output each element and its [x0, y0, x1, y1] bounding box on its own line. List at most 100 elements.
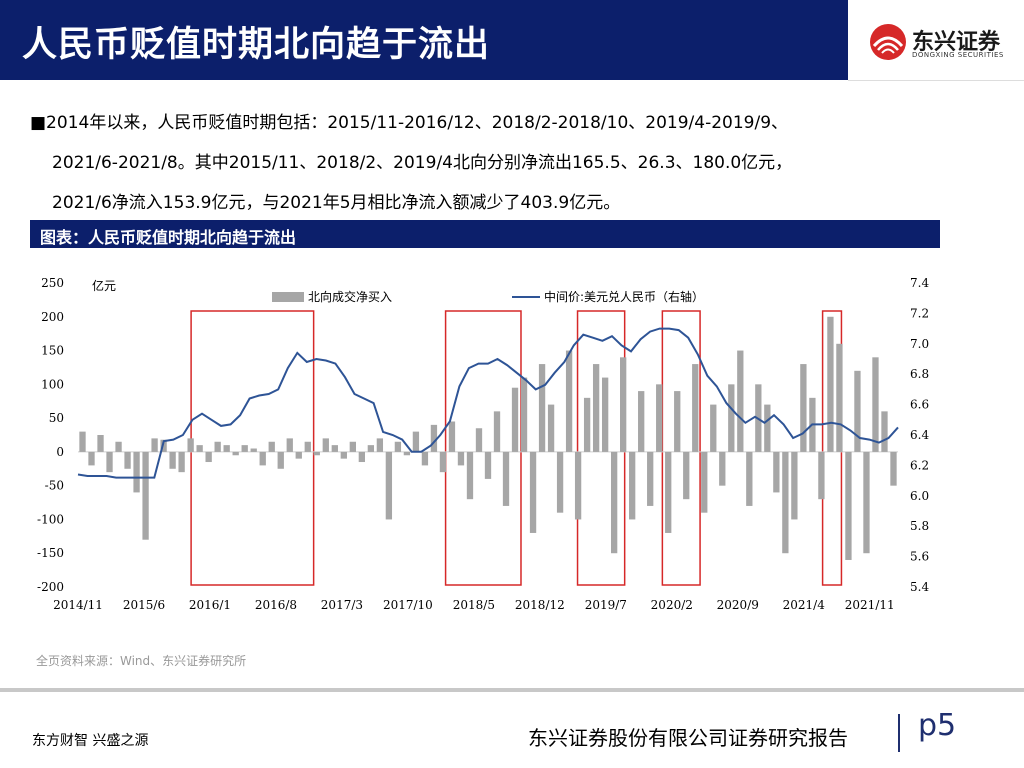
footer-company: 东兴证券股份有限公司证券研究报告 [528, 726, 848, 750]
y-right-tick-label: 7.4 [910, 276, 929, 290]
bar [800, 364, 807, 452]
bar [376, 438, 384, 452]
bar [836, 343, 843, 452]
bar [601, 377, 609, 452]
bar [412, 431, 420, 452]
bar [466, 451, 474, 500]
legend-bar-label: 北向成交净买入 [308, 289, 392, 304]
logo-subtext: DONGXING SECURITIES [912, 51, 1004, 59]
bar [665, 451, 672, 533]
bar [124, 451, 131, 469]
bar [647, 451, 654, 506]
bar [133, 451, 140, 493]
bar [268, 441, 275, 452]
y-left-tick-label: 250 [41, 276, 64, 290]
x-tick-label: 2020/9 [717, 598, 759, 612]
x-tick-label: 2019/7 [585, 598, 627, 612]
x-tick-label: 2015/6 [123, 598, 165, 612]
bar [520, 377, 528, 452]
bar [340, 451, 347, 459]
bar [205, 451, 212, 463]
bar [367, 445, 375, 452]
y-right-tick-label: 7.0 [910, 337, 929, 351]
bar [845, 451, 852, 560]
legend-line-label: 中间价:美元兑人民币（右轴） [544, 289, 704, 304]
bar [196, 445, 203, 452]
bar [349, 441, 356, 452]
bar [448, 421, 456, 452]
footer-separator [898, 714, 900, 752]
y-right-tick-label: 6.8 [910, 367, 929, 381]
bar [547, 404, 555, 452]
bar [538, 364, 546, 452]
bar [241, 445, 248, 452]
x-tick-label: 2016/1 [189, 598, 231, 612]
bar [818, 451, 825, 500]
bar [511, 387, 519, 452]
x-tick-label: 2021/11 [845, 598, 895, 612]
y-right-tick-label: 7.2 [910, 306, 929, 320]
y-right-tick-label: 6.2 [910, 458, 929, 472]
series-line-usdcny [77, 327, 899, 479]
bar [701, 451, 708, 513]
bar [313, 451, 320, 456]
bar [232, 451, 239, 456]
page-number: p5 [918, 708, 957, 743]
y-right-tick-label: 5.8 [910, 519, 929, 533]
highlight-period-box [661, 310, 701, 586]
y-left-tick-label: -100 [37, 512, 64, 526]
bar [259, 451, 266, 466]
bar [863, 451, 870, 554]
bar [872, 357, 879, 452]
footer-divider [0, 688, 1024, 692]
bar [827, 316, 834, 452]
source-note: 全页资料来源：Wind、东兴证券研究所 [36, 654, 247, 668]
bar [223, 445, 230, 452]
bar [737, 350, 744, 452]
bar [142, 451, 149, 540]
chart-title-bar [30, 220, 940, 248]
bar [674, 391, 681, 452]
bar [106, 451, 113, 473]
bar [331, 445, 338, 452]
bar [881, 411, 888, 452]
y-right-tick-label: 6.6 [910, 398, 929, 412]
bar [295, 451, 302, 459]
bar [421, 451, 429, 466]
title-bar [0, 0, 848, 80]
bar [611, 451, 618, 554]
x-tick-label: 2021/4 [783, 598, 826, 612]
y-left-tick-label: -200 [37, 580, 64, 594]
bar [439, 451, 447, 473]
bar [565, 350, 573, 452]
legend-bar-swatch [272, 292, 304, 302]
bar [746, 451, 753, 506]
left-axis-unit: 亿元 [92, 278, 116, 293]
chart-title: 图表：人民币贬值时期北向趋于流出 [40, 228, 297, 247]
bar [556, 451, 564, 513]
bar [728, 384, 735, 452]
bar [484, 451, 492, 479]
x-tick-label: 2014/11 [53, 598, 103, 612]
bar [791, 451, 798, 520]
body-line-2: 2021/6-2021/8。其中2015/11、2018/2、2019/4北向分… [52, 153, 793, 173]
logo-text: 东兴证券 [912, 30, 1001, 55]
bar [385, 451, 393, 520]
bar [854, 370, 861, 452]
x-tick-label: 2020/2 [651, 598, 693, 612]
bar [97, 435, 104, 452]
bar [403, 451, 411, 456]
bar [115, 441, 122, 452]
bar [620, 357, 627, 452]
y-left-tick-label: 50 [49, 411, 64, 425]
bar [592, 364, 600, 452]
bar [719, 451, 726, 486]
bar [169, 451, 176, 469]
y-left-tick-label: 150 [41, 344, 64, 358]
y-right-tick-label: 6.4 [910, 428, 929, 442]
bar [457, 451, 465, 466]
bar [322, 438, 329, 452]
bar [394, 441, 402, 452]
body-line-3: 2021/6净流入153.9亿元，与2021年5月相比净流入额减少了403.9亿… [52, 193, 621, 213]
bar [79, 431, 86, 452]
